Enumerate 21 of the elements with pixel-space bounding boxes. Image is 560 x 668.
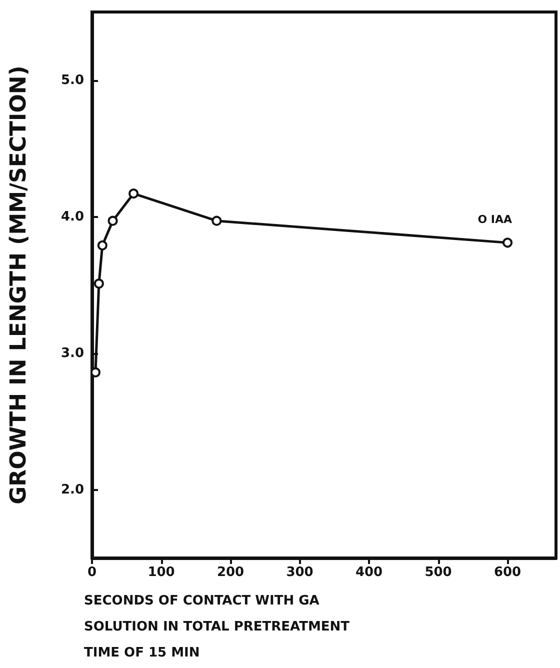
point xyxy=(97,240,108,250)
annotation: O IAA xyxy=(478,213,512,226)
point xyxy=(90,367,100,378)
x-tick-label: 200 xyxy=(216,565,244,580)
x-tick-label: 600 xyxy=(494,565,522,580)
y-tick-label: 3.0 xyxy=(60,346,84,361)
point xyxy=(502,238,513,248)
y-tick-label: 2.0 xyxy=(60,482,84,498)
y-tick-label: 4.0 xyxy=(60,209,84,224)
y-axis-title: GROWTH IN LENGTH (MM/SECTION) xyxy=(6,66,32,504)
x-axis-title: SECONDS OF CONTACT WITH GA SOLUTION IN TOTAL PRETREATMENT TIME OF 15 MIN xyxy=(84,594,350,660)
x-tick-label: 400 xyxy=(355,565,383,580)
x-tick-label: 100 xyxy=(148,565,175,580)
point xyxy=(212,216,222,226)
point xyxy=(108,216,118,226)
x-tick-label: 300 xyxy=(286,565,314,580)
point xyxy=(94,278,104,289)
y-tick-label: 5.0 xyxy=(60,72,84,88)
x-tick-label: 500 xyxy=(424,565,452,580)
point xyxy=(128,188,139,199)
x-tick-label: 0 xyxy=(87,565,97,580)
